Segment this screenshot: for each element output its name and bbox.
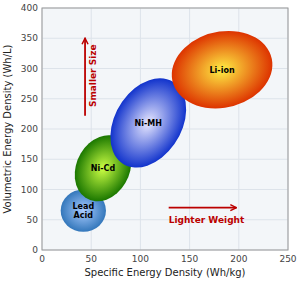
tick-label: 350 <box>21 33 38 43</box>
tick-label: 0 <box>32 245 38 255</box>
tick-label: 200 <box>21 124 38 134</box>
annotation-arrow <box>169 207 237 209</box>
chart: 0 50 100 150 200 250 0 50 100 150 200 250 300 350 400 L… <box>0 0 300 284</box>
tick-label: 100 <box>132 254 149 264</box>
tick-label: 0 <box>39 254 45 264</box>
tick-label: 100 <box>21 185 38 195</box>
tick-label: 200 <box>230 254 247 264</box>
tick-label: 250 <box>21 94 38 104</box>
ellipses <box>61 24 286 232</box>
plot-frame <box>42 8 288 250</box>
tick-label: 250 <box>279 254 296 264</box>
y-axis-label: Volumetric Energy Density (Wh/L) <box>2 44 13 213</box>
ellipse <box>158 24 286 116</box>
annotation: Lighter Weight <box>169 215 245 225</box>
tick-label: 50 <box>27 215 39 225</box>
tick-label: 50 <box>85 254 97 264</box>
annotation: Smaller Size <box>88 44 98 107</box>
annotation-arrow <box>84 38 86 115</box>
ellipse-label: Li-ion <box>210 66 235 75</box>
tick-label: 150 <box>181 254 198 264</box>
ellipse-label: Ni-Cd <box>91 164 116 173</box>
tick-label: 150 <box>21 154 38 164</box>
ellipse-label: Ni-MH <box>135 119 162 128</box>
ellipse-label: LeadAcid <box>72 202 94 220</box>
plot-area <box>42 8 288 250</box>
tick-label: 300 <box>21 64 38 74</box>
x-axis-label: Specific Energy Density (Wh/kg) <box>84 267 245 278</box>
tick-label: 400 <box>21 3 38 13</box>
